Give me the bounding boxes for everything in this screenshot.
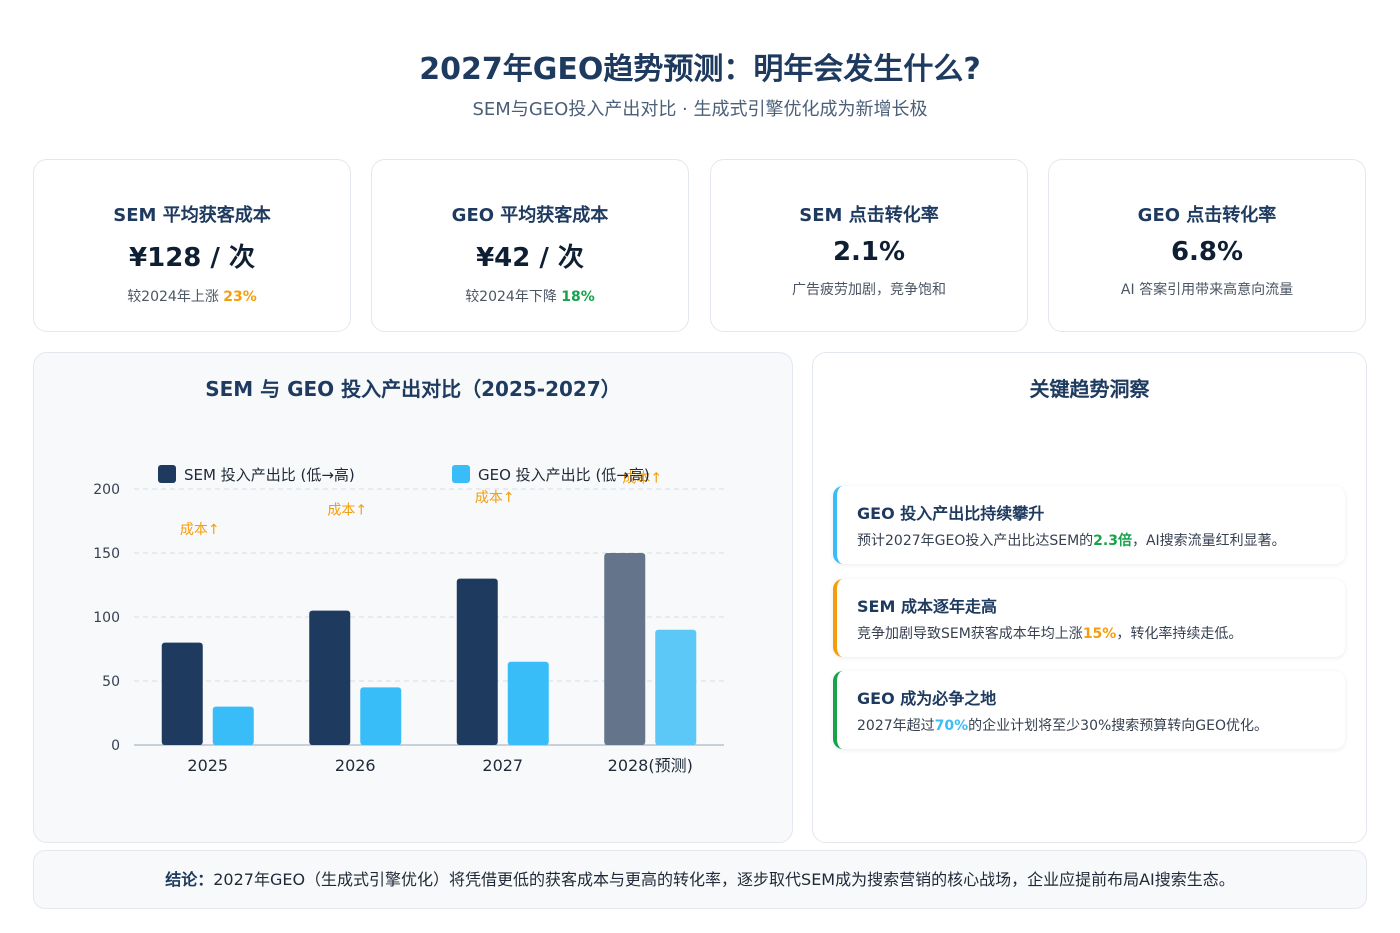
kpi-note-text: 较2024年上涨 bbox=[127, 289, 219, 305]
kpi-label: GEO 点击转化率 bbox=[1137, 205, 1277, 226]
bar-geo bbox=[655, 629, 697, 745]
chart-panel: SEM 与 GEO 投入产出对比（2025-2027） 0 50 100 150 200… bbox=[33, 352, 793, 843]
insight-desc: 2027年超过70%的企业计划将至少30%搜索预算转向GEO优化。 bbox=[857, 715, 1268, 735]
insight-title: GEO 成为必争之地 bbox=[857, 689, 997, 708]
bar-chart: 0 50 100 150 200 2025 2026 2027 2028(预测) 成本↑ 成本↑ 成本… bbox=[93, 465, 724, 775]
chart-title: SEM 与 GEO 投入产出对比（2025-2027） bbox=[205, 377, 621, 401]
kpi-note: 较2024年上涨 23% bbox=[34, 286, 350, 306]
bar-sem bbox=[604, 553, 646, 745]
page-title: 2027年GEO趋势预测：明年会发生什么? bbox=[419, 52, 981, 87]
bar-sem bbox=[456, 578, 498, 745]
kpi-card-geo-conversion: GEO 点击转化率 6.8% AI 答案引用带来高意向流量 bbox=[1048, 159, 1366, 332]
insight-desc-text: 的企业计划将至少30%搜索预算转向GEO优化。 bbox=[968, 718, 1268, 734]
conclusion-text: 2027年GEO（生成式引擎优化）将凭借更低的获客成本与更高的转化率，逐步取代S… bbox=[213, 870, 1235, 889]
bar-geo bbox=[212, 706, 254, 745]
kpi-note-highlight: 23% bbox=[223, 289, 257, 305]
bar-geo bbox=[507, 661, 549, 745]
cost-annotation: 成本↑ bbox=[327, 503, 367, 519]
y-tick-label: 50 bbox=[102, 674, 120, 690]
insight-title: GEO 投入产出比持续攀升 bbox=[857, 504, 1045, 523]
cost-annotation: 成本↑ bbox=[180, 522, 220, 538]
y-tick-label: 200 bbox=[93, 482, 120, 498]
insight-title: SEM 成本逐年走高 bbox=[857, 597, 997, 616]
insight-panel: 关键趋势洞察 GEO 投入产出比持续攀升 预计2027年GEO投入产出比达SEM… bbox=[812, 352, 1367, 843]
x-tick-label: 2025 bbox=[187, 756, 228, 775]
kpi-card-sem-conversion: SEM 点击转化率 2.1% 广告疲劳加剧，竞争饱和 bbox=[710, 159, 1028, 332]
kpi-card-sem-cost: SEM 平均获客成本 ¥128 / 次 较2024年上涨 23% bbox=[33, 159, 351, 332]
conclusion-bar: 结论：2027年GEO（生成式引擎优化）将凭借更低的获客成本与更高的转化率，逐步… bbox=[33, 850, 1367, 909]
cost-annotation: 成本↑ bbox=[622, 471, 662, 487]
y-tick-label: 100 bbox=[93, 610, 120, 626]
legend-label-geo: GEO 投入产出比 (低→高) bbox=[478, 466, 650, 484]
kpi-note: AI 答案引用带来高意向流量 bbox=[1120, 282, 1294, 298]
x-tick-label: 2027 bbox=[482, 756, 523, 775]
insight-desc-highlight: 2.3倍 bbox=[1093, 533, 1132, 549]
insight-card-sem-cost: SEM 成本逐年走高 竞争加剧导致SEM获客成本年均上涨15%，转化率持续走低。 bbox=[833, 579, 1345, 657]
cost-annotation: 成本↑ bbox=[475, 490, 515, 506]
bar-sem bbox=[309, 610, 351, 745]
kpi-label: SEM 点击转化率 bbox=[799, 205, 939, 226]
kpi-value: ¥42 / 次 bbox=[476, 243, 584, 273]
insight-desc-highlight: 15% bbox=[1082, 626, 1117, 642]
page-subtitle: SEM与GEO投入产出对比 · 生成式引擎优化成为新增长极 bbox=[472, 99, 928, 120]
insight-card-geo-priority: GEO 成为必争之地 2027年超过70%的企业计划将至少30%搜索预算转向GE… bbox=[833, 671, 1345, 749]
insight-desc: 预计2027年GEO投入产出比达SEM的2.3倍，AI搜索流量红利显著。 bbox=[857, 530, 1286, 550]
x-tick-label: 2026 bbox=[335, 756, 376, 775]
kpi-value: ¥128 / 次 bbox=[129, 243, 255, 273]
insight-desc-text: 2027年超过 bbox=[857, 718, 935, 734]
insight-desc-text: ，AI搜索流量红利显著。 bbox=[1131, 533, 1286, 549]
x-tick-label: 2028(预测) bbox=[608, 756, 693, 775]
insight-card-geo-roi: GEO 投入产出比持续攀升 预计2027年GEO投入产出比达SEM的2.3倍，A… bbox=[833, 486, 1345, 564]
bar-sem bbox=[161, 642, 203, 745]
bar-geo bbox=[360, 687, 402, 745]
kpi-note-text: 较2024年下降 bbox=[465, 289, 557, 305]
insight-desc-text: ，转化率持续走低。 bbox=[1116, 626, 1243, 642]
conclusion-lead: 结论： bbox=[165, 870, 214, 889]
kpi-note-highlight: 18% bbox=[561, 289, 595, 305]
insight-desc-highlight: 70% bbox=[934, 718, 969, 734]
y-tick-label: 150 bbox=[93, 546, 120, 562]
kpi-label: SEM 平均获客成本 bbox=[113, 205, 271, 226]
kpi-card-geo-cost: GEO 平均获客成本 ¥42 / 次 较2024年下降 18% bbox=[371, 159, 689, 332]
insight-desc-text: 竞争加剧导致SEM获客成本年均上涨 bbox=[857, 626, 1083, 642]
kpi-value: 2.1% bbox=[832, 237, 906, 267]
kpi-value: 6.8% bbox=[1170, 237, 1244, 267]
insight-panel-title: 关键趋势洞察 bbox=[1029, 377, 1150, 401]
insight-desc-text: 预计2027年GEO投入产出比达SEM的 bbox=[857, 533, 1094, 549]
insight-desc: 竞争加剧导致SEM获客成本年均上涨15%，转化率持续走低。 bbox=[857, 623, 1242, 643]
kpi-note: 广告疲劳加剧，竞争饱和 bbox=[792, 282, 946, 298]
legend-swatch-geo bbox=[452, 465, 470, 483]
legend-label-sem: SEM 投入产出比 (低→高) bbox=[184, 466, 355, 484]
y-tick-label: 0 bbox=[111, 738, 120, 754]
kpi-note: 较2024年下降 18% bbox=[372, 286, 688, 306]
legend-swatch-sem bbox=[158, 465, 176, 483]
kpi-label: GEO 平均获客成本 bbox=[451, 205, 609, 226]
